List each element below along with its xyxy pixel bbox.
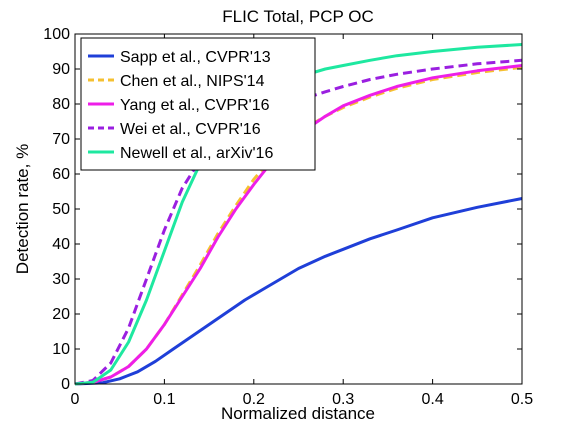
legend-entry-yang-et-al-cvpr-16: Yang et al., CVPR'16 [120,97,270,114]
y-tick-label: 60 [52,166,70,183]
axis-layer: 0 0.1 0.2 0.3 0.4 0.5 0 10 20 30 40 50 60 70 80 90 100 [43,26,533,408]
y-tick-label: 20 [52,306,70,323]
series-line-chen-et-al-nips-14 [74,65,523,386]
x-tick-label: 0.3 [332,391,354,408]
y-tick-label: 80 [52,96,70,113]
series-line-yang-et-al-cvpr-16 [74,64,523,386]
x-tick-label: 0.5 [511,391,533,408]
y-tick-label: 50 [52,201,70,218]
legend-box [80,37,316,171]
legend: Sapp et al., CVPR'13 Chen et al., NIPS'14… [80,37,316,171]
x-tick-label: 0.2 [243,391,265,408]
series-line-sapp-et-al-cvpr-13 [74,197,523,386]
y-tick-label: 30 [52,271,70,288]
y-axis-label: Detection rate, % [13,144,32,274]
legend-entry-newell-et-al-arxiv-16: Newell et al., arXiv'16 [120,145,273,162]
x-tick-label: 0.1 [153,391,175,408]
x-axis-label: Normalized distance [221,404,375,423]
legend-entry-wei-et-al-cvpr-16: Wei et al., CVPR'16 [120,121,261,138]
y-tick-label: 10 [52,341,70,358]
legend-entry-chen-et-al-nips-14: Chen et al., NIPS'14 [120,73,265,90]
chart-title: FLIC Total, PCP OC [222,7,373,26]
legend-entry-sapp-et-al-cvpr-13: Sapp et al., CVPR'13 [120,49,271,66]
plot-frame [74,33,523,385]
y-tick-label: 0 [61,376,70,393]
x-tick-label: 0.4 [421,391,443,408]
y-tick-label: 90 [52,61,70,78]
y-tick-label: 100 [43,26,70,43]
y-tick-label: 40 [52,236,70,253]
x-tick-label: 0 [71,391,80,408]
y-tick-label: 70 [52,131,70,148]
